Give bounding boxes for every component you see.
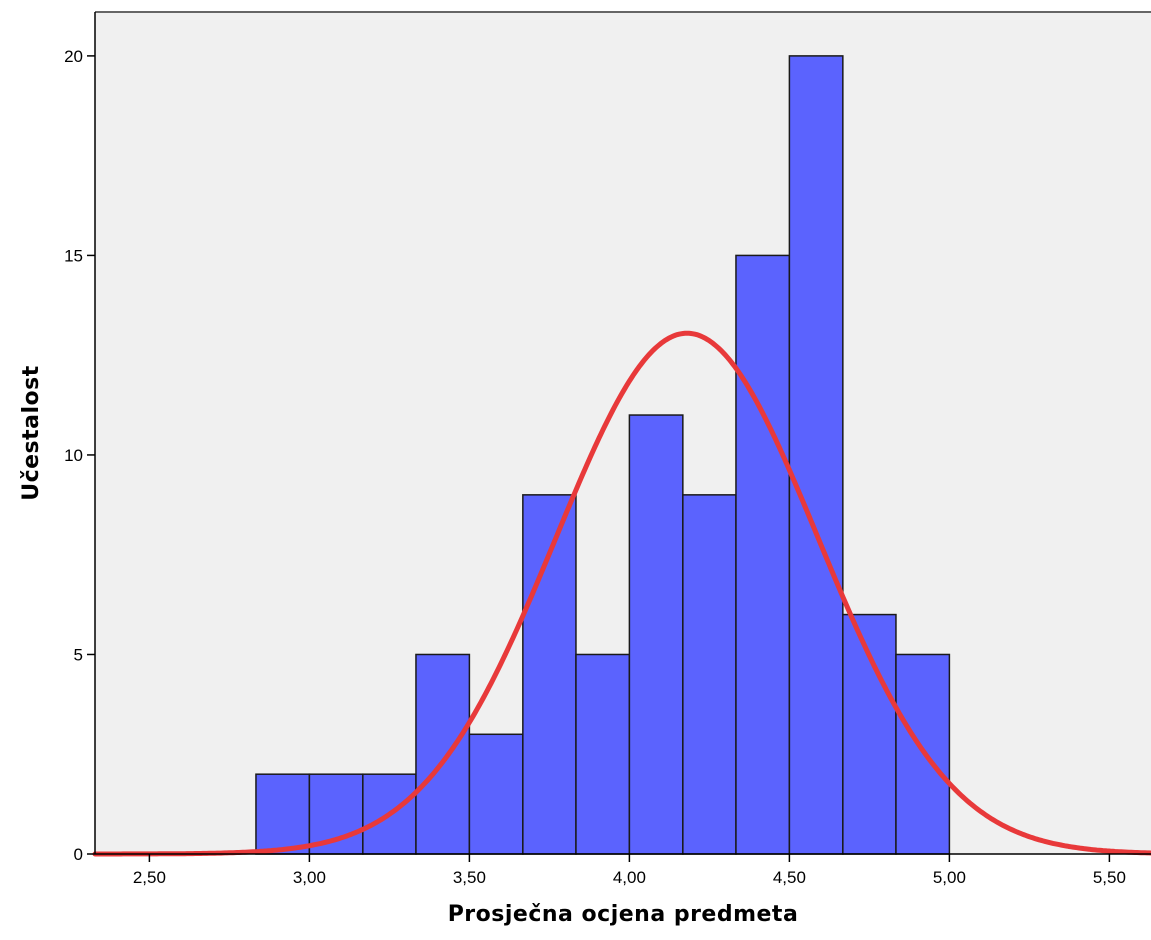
x-tick-label: 5,50: [1093, 868, 1126, 887]
normal-curve: [92, 330, 1151, 857]
x-tick-label: 4,50: [773, 868, 806, 887]
y-tick-label: 20: [64, 47, 83, 66]
y-tick-label: 10: [64, 446, 83, 465]
x-axis-ticks: 2,50 3,00 3,50 4,00 4,50 5,00 5,50: [133, 854, 1126, 887]
histogram-bars: [255, 55, 951, 855]
x-tick-label: 4,00: [613, 868, 646, 887]
histogram-bar: [682, 494, 737, 855]
y-tick-label: 5: [74, 645, 83, 664]
y-tick-label: 15: [64, 246, 83, 265]
histogram-bar: [255, 773, 311, 855]
y-axis-ticks: 0 5 10 15 20: [64, 47, 95, 864]
histogram-bar: [735, 254, 791, 855]
x-axis-title: Prosječna ocjena predmeta: [448, 902, 799, 927]
y-tick-label: 0: [74, 845, 83, 864]
x-tick-label: 3,00: [293, 868, 326, 887]
histogram-bar: [575, 653, 631, 855]
histogram-bar: [788, 55, 844, 855]
x-tick-label: 2,50: [133, 868, 166, 887]
x-tick-label: 3,50: [453, 868, 486, 887]
histogram-bar: [415, 653, 471, 855]
y-axis-title: Učestalost: [19, 365, 44, 501]
x-tick-label: 5,00: [933, 868, 966, 887]
histogram-bar: [362, 773, 417, 855]
histogram-bar: [628, 414, 684, 855]
histogram-bar: [468, 733, 524, 855]
